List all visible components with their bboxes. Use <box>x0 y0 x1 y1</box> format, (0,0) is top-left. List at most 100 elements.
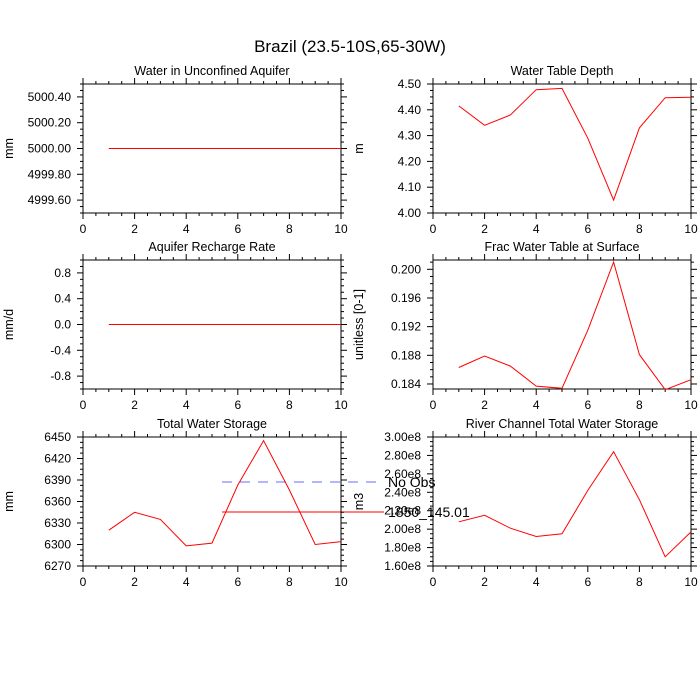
x-tick-label: 2 <box>481 575 488 589</box>
legend-label-series: 1850_145.01 <box>388 504 470 520</box>
x-tick-label: 2 <box>131 575 138 589</box>
x-tick-label: 8 <box>286 398 293 412</box>
y-axis-label: unitless [0-1] <box>352 289 366 360</box>
x-tick-label: 10 <box>334 222 348 236</box>
x-tick-label: 8 <box>636 575 643 589</box>
series-line <box>458 450 692 558</box>
chart-panel-p1: Water in Unconfined Aquifer mm 0 2 4 6 8 10 4999… <box>2 64 348 236</box>
x-tick-label: 8 <box>286 575 293 589</box>
x-tick-label: 4 <box>183 222 190 236</box>
chart-title: Water Table Depth <box>511 64 614 78</box>
x-tick-label: 6 <box>584 222 591 236</box>
x-tick-label: 8 <box>636 398 643 412</box>
legend: No Obs 1850_145.01 <box>222 474 470 520</box>
x-tick-label: 8 <box>286 222 293 236</box>
chart-panel-p6: River Channel Total Water Storage m3 0 2 4 6 8… <box>352 417 698 589</box>
x-tick-label: 0 <box>80 575 87 589</box>
series-line <box>458 87 692 202</box>
y-axis-label: m3 <box>352 493 366 510</box>
x-tick-label: 0 <box>430 575 437 589</box>
x-tick-label: 0 <box>430 398 437 412</box>
y-tick-label: -0.4 <box>50 343 71 357</box>
y-axis-label: mm/d <box>2 309 16 340</box>
y-tick-label: 2.00e8 <box>384 522 421 536</box>
x-tick-label: 10 <box>334 575 348 589</box>
y-tick-label: 3.00e8 <box>384 430 421 444</box>
series-line <box>458 260 692 391</box>
x-tick-label: 2 <box>481 222 488 236</box>
y-tick-label: 0.192 <box>391 320 421 334</box>
chart-panel-p3: Aquifer Recharge Rate mm/d 0 2 4 6 8 10 -0.8 -0.4… <box>2 240 348 412</box>
y-tick-label: 0.8 <box>54 266 71 280</box>
x-tick-label: 10 <box>684 575 698 589</box>
y-axis-label: mm <box>2 138 16 159</box>
y-tick-label: 6390 <box>44 473 71 487</box>
legend-label-no-obs: No Obs <box>388 474 435 490</box>
x-tick-label: 4 <box>533 398 540 412</box>
y-tick-label: 4.40 <box>398 103 422 117</box>
y-tick-label: 2.60e8 <box>384 467 421 481</box>
y-tick-label: 2.80e8 <box>384 448 421 462</box>
y-tick-label: 4.50 <box>398 77 422 91</box>
x-tick-label: 2 <box>481 398 488 412</box>
y-tick-label: 4.30 <box>398 129 422 143</box>
x-tick-label: 4 <box>533 222 540 236</box>
y-tick-label: 1.60e8 <box>384 559 421 573</box>
y-tick-label: 0.196 <box>391 291 421 305</box>
y-tick-label: 6450 <box>44 430 71 444</box>
chart-title: Total Water Storage <box>157 417 267 431</box>
x-tick-label: 0 <box>430 222 437 236</box>
x-tick-label: 10 <box>684 398 698 412</box>
x-tick-label: 2 <box>131 222 138 236</box>
x-tick-label: 6 <box>234 398 241 412</box>
y-tick-label: 2.40e8 <box>384 485 421 499</box>
y-tick-label: 4999.60 <box>28 193 72 207</box>
y-tick-label: 4.10 <box>398 180 422 194</box>
chart-title: River Channel Total Water Storage <box>466 417 659 431</box>
y-tick-label: 6420 <box>44 452 71 466</box>
y-tick-label: 5000.20 <box>28 116 72 130</box>
y-tick-label: 4.00 <box>398 206 422 220</box>
y-tick-label: 0.188 <box>391 348 421 362</box>
y-tick-label: 2.20e8 <box>384 504 421 518</box>
x-tick-label: 0 <box>80 222 87 236</box>
y-tick-label: 6360 <box>44 495 71 509</box>
series-line <box>108 439 342 547</box>
y-tick-label: 0.200 <box>391 262 421 276</box>
x-tick-label: 4 <box>533 575 540 589</box>
y-tick-label: 0.0 <box>54 318 71 332</box>
chart-title: Frac Water Table at Surface <box>485 240 640 254</box>
x-tick-label: 10 <box>684 222 698 236</box>
chart-panel-p2: Water Table Depth m 0 2 4 6 8 10 4.00 4.10 4.20 4.3… <box>352 64 698 236</box>
chart-title: Water in Unconfined Aquifer <box>134 64 289 78</box>
chart-panel-p5: Total Water Storage mm 0 2 4 6 8 10 6270 6300 6330… <box>2 417 348 589</box>
y-tick-label: 5000.40 <box>28 90 72 104</box>
chart-title: Aquifer Recharge Rate <box>148 240 275 254</box>
x-tick-label: 0 <box>80 398 87 412</box>
y-tick-label: 4999.80 <box>28 167 72 181</box>
chart-panel-p4: Frac Water Table at Surface unitless [0-1… <box>352 240 698 412</box>
y-tick-label: 4.20 <box>398 154 422 168</box>
y-tick-label: 0.4 <box>54 292 71 306</box>
x-tick-label: 8 <box>636 222 643 236</box>
y-tick-label: 5000.00 <box>28 142 72 156</box>
y-axis-label: m <box>352 143 366 153</box>
y-tick-label: 0.184 <box>391 377 421 391</box>
x-tick-label: 6 <box>584 398 591 412</box>
x-tick-label: 4 <box>183 398 190 412</box>
y-tick-label: 6300 <box>44 538 71 552</box>
x-tick-label: 10 <box>334 398 348 412</box>
y-tick-label: 1.80e8 <box>384 541 421 555</box>
x-tick-label: 6 <box>234 575 241 589</box>
x-tick-label: 6 <box>584 575 591 589</box>
x-tick-label: 4 <box>183 575 190 589</box>
x-tick-label: 6 <box>234 222 241 236</box>
y-tick-label: -0.8 <box>50 369 71 383</box>
y-axis-label: mm <box>2 491 16 512</box>
figure-title: Brazil (23.5-10S,65-30W) <box>254 37 446 56</box>
y-tick-label: 6330 <box>44 516 71 530</box>
x-tick-label: 2 <box>131 398 138 412</box>
y-tick-label: 6270 <box>44 559 71 573</box>
